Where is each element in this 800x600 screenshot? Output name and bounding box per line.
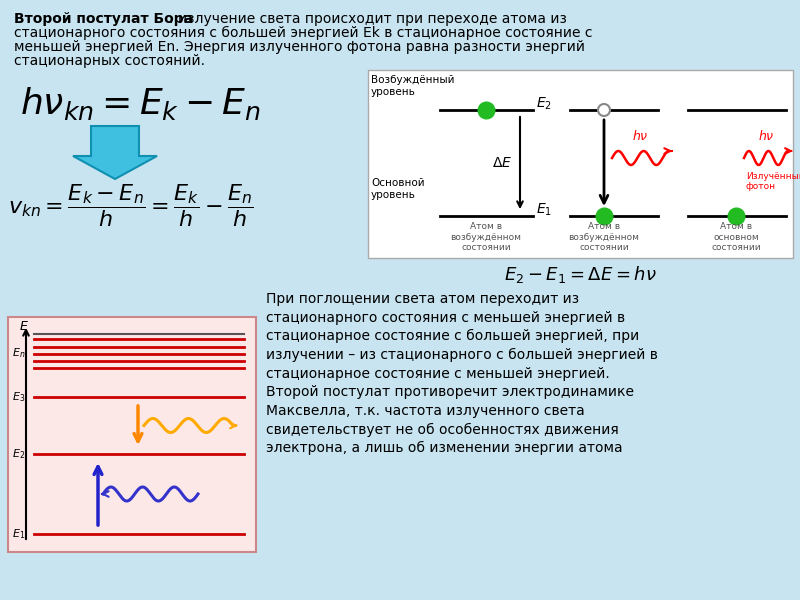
Text: $v_{kn} = \dfrac{E_k - E_n}{h} = \dfrac{E_k}{h} - \dfrac{E_n}{h}$: $v_{kn} = \dfrac{E_k - E_n}{h} = \dfrac{… (8, 182, 254, 229)
Polygon shape (73, 126, 157, 179)
Text: $E_n$: $E_n$ (12, 346, 26, 360)
Text: $E_2 - E_1 = \Delta E = h\nu$: $E_2 - E_1 = \Delta E = h\nu$ (504, 264, 657, 285)
Bar (368, 70, 793, 258)
Text: стационарных состояний.: стационарных состояний. (14, 54, 205, 68)
Text: $E_2$: $E_2$ (536, 96, 552, 112)
Text: $E_3$: $E_3$ (12, 390, 26, 404)
Text: Возбуждённый
уровень: Возбуждённый уровень (371, 75, 454, 97)
Bar (8, 317, 256, 552)
Text: Основной
уровень: Основной уровень (371, 178, 425, 200)
Text: $E_1$: $E_1$ (12, 527, 26, 541)
Text: $E_2$: $E_2$ (12, 447, 25, 461)
Text: $E$: $E$ (19, 320, 29, 333)
Circle shape (598, 104, 610, 116)
Text: Атом в
основном
состоянии: Атом в основном состоянии (711, 222, 761, 252)
Text: Второй постулат Бора: Второй постулат Бора (14, 12, 193, 26)
Text: При поглощении света атом переходит из
стационарного состояния с меньшей энергие: При поглощении света атом переходит из с… (266, 292, 658, 455)
Text: меньшей энергией En. Энергия излученного фотона равна разности энергий: меньшей энергией En. Энергия излученного… (14, 40, 585, 54)
Text: $h\nu$: $h\nu$ (632, 129, 649, 143)
Text: $h\nu_{kn} = E_k - E_n$: $h\nu_{kn} = E_k - E_n$ (20, 85, 261, 122)
Text: $h\nu$: $h\nu$ (758, 129, 774, 143)
Text: стационарного состояния с большей энергией Ek в стационарное состояние с: стационарного состояния с большей энерги… (14, 26, 593, 40)
Text: $\Delta E$: $\Delta E$ (492, 156, 512, 170)
Text: $E_1$: $E_1$ (536, 202, 552, 218)
Text: Атом в
возбуждённом
состоянии: Атом в возбуждённом состоянии (569, 222, 639, 252)
Text: : излучение света происходит при переходе атома из: : излучение света происходит при переход… (169, 12, 567, 26)
Text: Излучённый
фотон: Излучённый фотон (746, 172, 800, 191)
Text: Атом в
возбуждённом
состоянии: Атом в возбуждённом состоянии (450, 222, 522, 252)
